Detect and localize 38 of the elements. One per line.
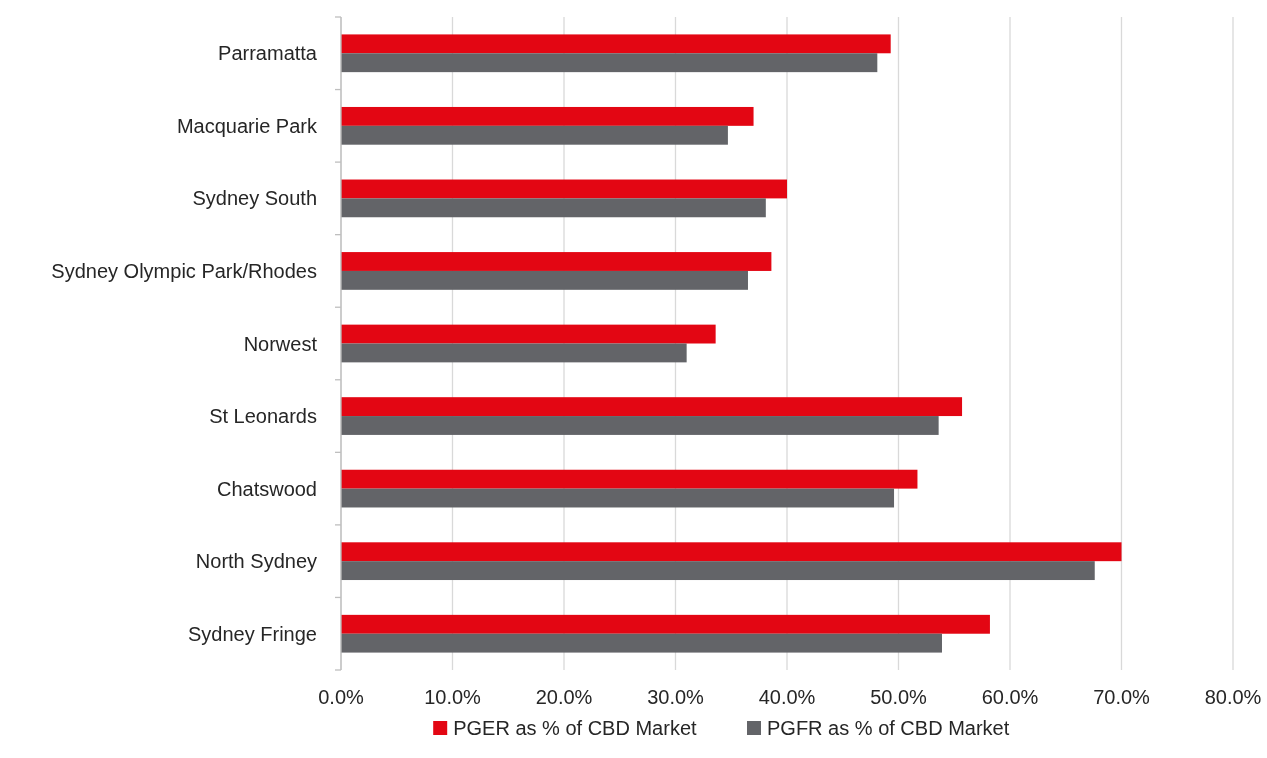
legend-label: PGER as % of CBD Market [453,717,698,739]
bar [341,469,918,489]
legend-label: PGFR as % of CBD Market [767,717,1010,739]
bar [341,34,891,54]
bar [341,106,754,126]
y-tick-label: Chatswood [216,477,317,500]
y-tick-label: Parramatta [218,42,318,65]
x-tick-label: 10.0% [424,686,482,708]
bar [341,397,963,417]
x-tick-label: 40.0% [758,686,816,708]
bar [341,614,990,634]
y-tick-label: Sydney Olympic Park/Rhodes [51,259,317,282]
y-tick-label: Norwest [243,332,318,355]
bar [341,488,895,508]
y-tick-label: Sydney South [192,187,317,210]
x-tick-label: 0.0% [318,686,365,708]
bar [341,179,787,199]
y-tick-label: North Sydney [195,550,317,573]
bar [341,416,939,435]
y-tick-label: Macquarie Park [176,114,318,137]
bar [341,633,942,653]
bar [341,324,716,344]
y-tick-label: Sydney Fringe [188,622,317,645]
bar [341,198,766,218]
bar [341,343,687,363]
bar [341,252,772,271]
bar [341,270,748,290]
x-tick-label: 30.0% [647,686,705,708]
bar [341,53,878,73]
y-tick-label: St Leonards [209,405,317,428]
x-tick-label: 50.0% [870,686,928,708]
x-tick-label: 70.0% [1093,686,1151,708]
bar [341,125,728,145]
x-tick-label: 80.0% [1204,686,1262,708]
x-tick-label: 60.0% [981,686,1039,708]
x-tick-label: 20.0% [535,686,593,708]
bar [341,561,1095,581]
bar [341,542,1122,562]
